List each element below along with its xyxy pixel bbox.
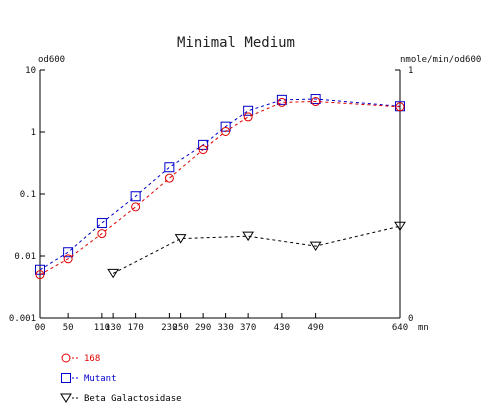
x-tick-label: 130 — [105, 323, 121, 333]
x-tick-label: 490 — [307, 323, 323, 333]
data-point — [63, 254, 73, 264]
series-mutant — [35, 94, 405, 275]
x-tick-label: 50 — [63, 323, 74, 333]
data-point — [35, 270, 45, 280]
series-line — [39, 98, 401, 271]
data-point — [242, 231, 255, 242]
right-tick-label: 1 — [408, 66, 413, 76]
left-tick-label: 0.001 — [9, 314, 36, 324]
data-point — [394, 221, 406, 232]
chart-title: Minimal Medium — [177, 35, 295, 51]
x-tick-label: 250 — [172, 323, 188, 333]
legend-label: Mutant — [84, 374, 117, 384]
data-point — [309, 241, 322, 252]
series-line — [39, 100, 401, 276]
series-beta-galactosidase — [107, 221, 406, 279]
legend-label: Beta Galactosidase — [84, 394, 182, 404]
data-point — [198, 145, 208, 155]
data-point — [395, 102, 405, 112]
data-point — [60, 393, 72, 403]
left-tick-label: 0.1 — [20, 190, 36, 200]
data-point — [243, 112, 253, 122]
legend: 168 Mutant Beta Galactosidase — [60, 353, 182, 404]
data-point — [96, 218, 107, 229]
data-point — [164, 173, 174, 183]
x-tick-label: 640 — [392, 323, 408, 333]
left-tick-label: 0.01 — [14, 252, 36, 262]
data-point — [277, 97, 287, 107]
data-point — [61, 353, 71, 363]
x-tick-label: 170 — [127, 323, 143, 333]
data-point — [107, 268, 120, 279]
series-layer — [35, 94, 406, 280]
data-point — [63, 247, 74, 258]
right-tick-label: 0 — [408, 314, 413, 324]
data-point — [221, 126, 231, 136]
data-point — [131, 202, 141, 212]
right-axis-label: nmole/min/od600 — [400, 55, 481, 65]
legend-label: 168 — [84, 354, 100, 364]
data-point — [174, 234, 187, 244]
x-tick-label: 370 — [240, 323, 256, 333]
series-line — [112, 225, 401, 274]
data-point — [243, 105, 254, 116]
legend-item: Beta Galactosidase — [60, 393, 182, 404]
x-tick-label: 430 — [274, 323, 290, 333]
data-point — [61, 373, 71, 383]
data-point — [310, 94, 321, 105]
data-point — [97, 229, 107, 239]
x-tick-label: 00 — [35, 323, 46, 333]
data-point — [311, 97, 321, 107]
data-point — [276, 94, 287, 105]
left-axis-label: od600 — [38, 55, 65, 65]
x-axis-unit-label: mn — [418, 323, 429, 333]
data-point — [164, 162, 175, 173]
x-tick-label: 230 — [161, 323, 177, 333]
series-168 — [35, 97, 405, 280]
legend-item: Mutant — [61, 373, 117, 384]
left-tick-label: 1 — [31, 128, 36, 138]
legend-item: 168 — [61, 353, 100, 364]
left-tick-label: 10 — [25, 66, 36, 76]
data-point — [130, 191, 141, 202]
x-tick-label: 330 — [217, 323, 233, 333]
x-tick-label: 110 — [94, 323, 110, 333]
x-tick-label: 290 — [195, 323, 211, 333]
